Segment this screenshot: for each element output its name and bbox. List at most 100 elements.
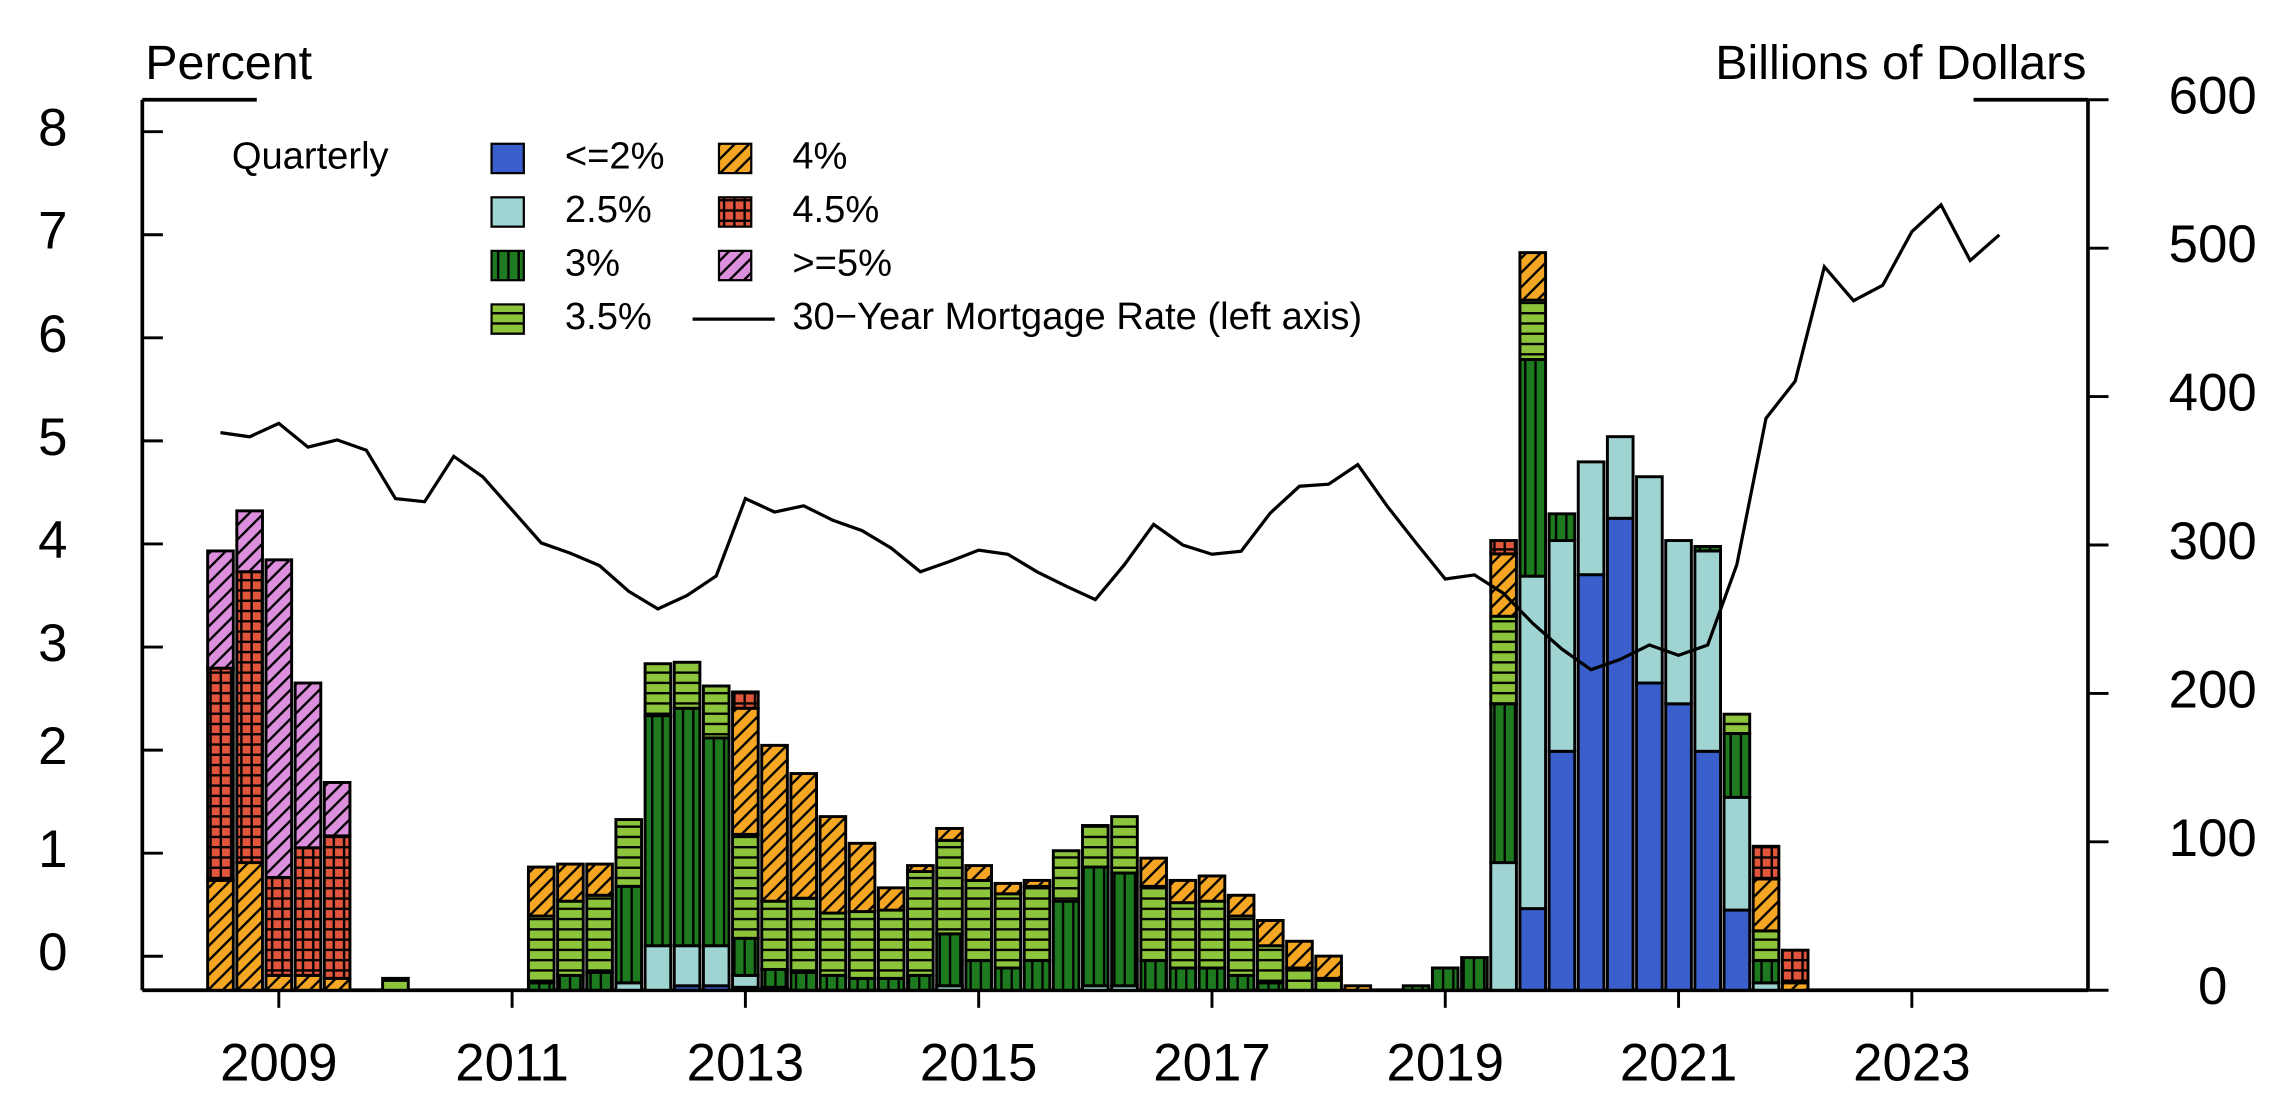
bar-segment	[322, 834, 352, 980]
bar-segment	[585, 893, 614, 974]
bar-segment	[701, 736, 731, 948]
y-tick-label: 4	[38, 511, 67, 570]
bar-segment	[1022, 878, 1052, 888]
bar-segment	[1547, 749, 1577, 992]
bar-segment	[789, 772, 819, 900]
bar-segment	[731, 973, 760, 989]
bar-segment	[1576, 573, 1606, 992]
bar-segment	[876, 976, 906, 992]
bar-segment	[556, 899, 585, 977]
bar-segment	[1489, 614, 1518, 706]
bar-segment	[935, 826, 964, 842]
bar-segment	[1664, 539, 1693, 706]
y2-tick-label: 100	[2169, 809, 2257, 868]
bar-segment	[1139, 856, 1168, 888]
y2-tick-label: 400	[2169, 364, 2257, 423]
bar-segment	[935, 932, 964, 988]
bar-segment	[1081, 824, 1110, 869]
bar-segment	[1605, 516, 1635, 992]
bar-segment	[1547, 539, 1577, 753]
bar-segment	[672, 660, 702, 710]
x-tick-label: 2023	[1853, 1033, 1970, 1092]
bar-segment	[847, 841, 877, 914]
bar-segment	[731, 706, 760, 836]
bar-segment	[526, 914, 556, 985]
bar-segment	[614, 818, 644, 888]
bar-segment	[1314, 976, 1343, 992]
bar-segment	[1401, 984, 1431, 992]
legend-label: >=5%	[792, 242, 892, 285]
bar-segment	[906, 870, 935, 977]
bar-segment	[760, 967, 789, 989]
bar-segment	[876, 886, 906, 912]
y2-tick-label: 200	[2169, 660, 2257, 719]
legend-label: 3%	[565, 242, 620, 285]
y-tick-label: 6	[38, 305, 67, 364]
bar-segment	[672, 944, 702, 988]
bar-segment	[1168, 878, 1198, 905]
bar-segment	[964, 864, 993, 882]
legend-label: 2.5%	[565, 188, 652, 231]
bar-segment	[1635, 475, 1664, 685]
bar-segment	[1430, 966, 1460, 992]
bar-segment	[1751, 844, 1781, 881]
bar-segment	[993, 881, 1023, 896]
bar-segment	[789, 970, 819, 992]
bar-segment	[1664, 702, 1693, 992]
bar-segment	[1081, 865, 1110, 988]
bar-segment	[235, 861, 264, 992]
bar-segment	[1605, 435, 1635, 520]
bar-segment	[526, 865, 556, 918]
bar-segment	[1518, 358, 1548, 578]
bar-segment	[1197, 966, 1227, 992]
bar-segment	[1518, 574, 1548, 911]
bar-segment	[1635, 681, 1664, 992]
legend-swatch	[717, 196, 753, 228]
bar-segment	[760, 899, 789, 971]
bar-segment	[293, 973, 323, 992]
bar-segment	[614, 884, 644, 985]
bar-segment	[818, 911, 848, 977]
bar-segment	[1489, 552, 1518, 618]
bar-segment	[264, 558, 294, 879]
y2-tick-label: 600	[2169, 67, 2257, 126]
bar-segment	[731, 832, 760, 940]
bar-segment	[1693, 549, 1723, 753]
y2-tick-label: 0	[2198, 957, 2227, 1016]
bar-segment	[760, 743, 789, 903]
bar-segment	[381, 976, 410, 992]
bar-segment	[1693, 545, 1723, 553]
y-axis-label: Percent	[145, 36, 312, 90]
bar-segment	[1576, 460, 1606, 577]
bar-segment	[1547, 512, 1577, 543]
bar-segment	[1518, 298, 1548, 361]
bar-segment	[1722, 908, 1752, 992]
y-tick-label: 0	[38, 923, 67, 982]
bar-segment	[206, 666, 235, 882]
bar-segment	[701, 944, 731, 988]
bar-segment	[293, 681, 323, 850]
bar-segment	[1168, 901, 1198, 970]
bar-segment	[906, 864, 935, 873]
y-tick-label: 1	[38, 820, 67, 879]
x-tick-label: 2021	[1620, 1033, 1737, 1092]
bar-segment	[964, 959, 993, 992]
bar-segment	[206, 878, 235, 992]
legend-label: 30−Year Mortgage Rate (left axis)	[792, 295, 1362, 338]
x-tick-label: 2011	[455, 1033, 569, 1092]
rate-line	[220, 202, 2001, 672]
bar-segment	[1110, 815, 1139, 875]
bar-segment	[1255, 944, 1285, 985]
bar-segment	[731, 690, 760, 710]
legend-label: <=2%	[565, 135, 665, 178]
x-tick-label: 2017	[1153, 1033, 1270, 1092]
legend-swatch	[490, 142, 525, 175]
bar-segment	[1722, 732, 1752, 799]
bar-segment	[1110, 871, 1139, 988]
legend-title: Quarterly	[232, 135, 389, 178]
bar-segment	[264, 973, 294, 992]
bar-segment	[1197, 899, 1227, 970]
bar-segment	[643, 944, 673, 992]
bar-segment	[1343, 984, 1373, 992]
bar-segment	[293, 846, 323, 977]
